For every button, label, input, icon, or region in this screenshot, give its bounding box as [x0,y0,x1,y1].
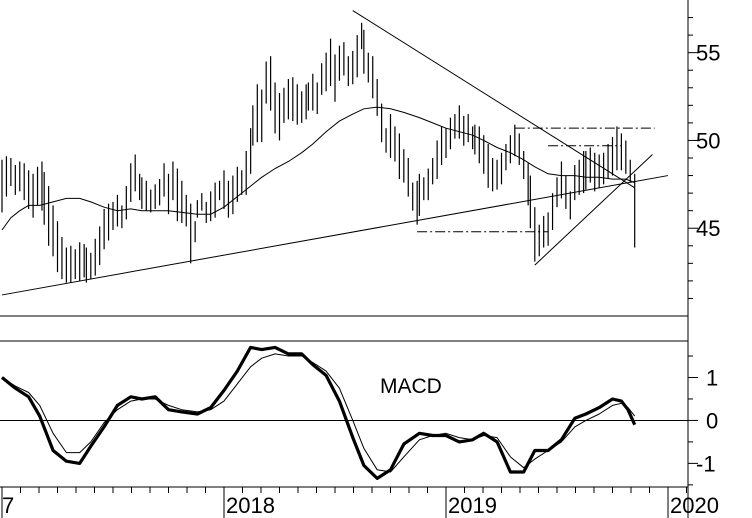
macd-tick-label: 0 [706,408,718,433]
macd-panel: MACD [0,345,688,480]
macd-line [0,345,637,480]
macd-tick-label: -1 [696,451,716,476]
price-tick-label: 50 [696,128,720,153]
signal-line [1,353,636,473]
time-tick-label: 2019 [448,493,497,518]
time-tick-label-edge: 7 [2,493,14,518]
trendline [352,10,635,189]
axes: 45 50 55 1 0 -1 7 2018 2019 2020 [0,0,720,518]
trendline [534,154,653,266]
macd-label: MACD [380,375,442,398]
time-tick-label: 2018 [226,493,275,518]
moving-average-line [1,106,635,231]
price-panel [1,10,669,296]
price-tick-label: 55 [696,41,720,66]
price-tick-label: 45 [696,216,720,241]
macd-tick-label: 1 [706,366,718,391]
trendline [1,175,669,296]
time-tick-label: 2020 [670,493,719,518]
